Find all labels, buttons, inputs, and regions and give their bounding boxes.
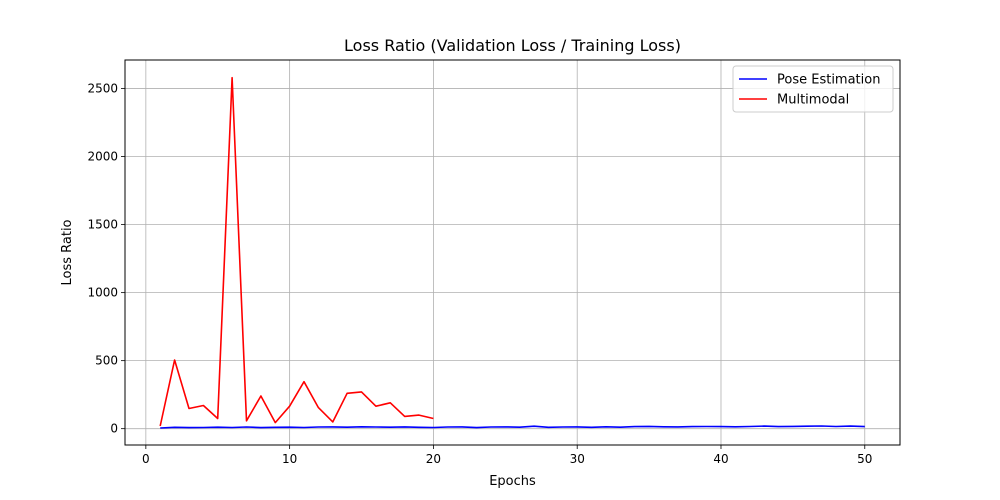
y-tick-label: 2000 xyxy=(87,150,118,164)
legend-label-pose-estimation: Pose Estimation xyxy=(777,73,880,88)
x-tick-label: 20 xyxy=(426,452,441,466)
series-line-pose-estimation xyxy=(160,425,865,429)
plot-frame xyxy=(124,59,901,446)
x-tick-label: 0 xyxy=(142,452,150,466)
x-tick-label: 30 xyxy=(570,452,585,466)
x-tick-label: 10 xyxy=(282,452,297,466)
y-tick-label: 0 xyxy=(110,422,118,436)
legend-box xyxy=(732,65,894,113)
y-tick-label: 1500 xyxy=(87,218,118,232)
grid-lines xyxy=(125,60,900,445)
y-axis-label: Loss Ratio xyxy=(60,219,75,285)
y-tick-label: 500 xyxy=(95,354,118,368)
plot-lines xyxy=(159,76,865,429)
series-line-multimodal xyxy=(159,76,434,427)
x-tick-label: 40 xyxy=(713,452,728,466)
chart-title: Loss Ratio (Validation Loss / Training L… xyxy=(344,36,681,55)
x-axis-label: Epochs xyxy=(489,474,536,489)
legend: Pose Estimation Multimodal xyxy=(732,65,894,113)
x-tick-label: 50 xyxy=(857,452,872,466)
legend-label-multimodal: Multimodal xyxy=(777,93,849,108)
y-tick-label: 2500 xyxy=(87,82,118,96)
y-tick-label: 1000 xyxy=(87,286,118,300)
